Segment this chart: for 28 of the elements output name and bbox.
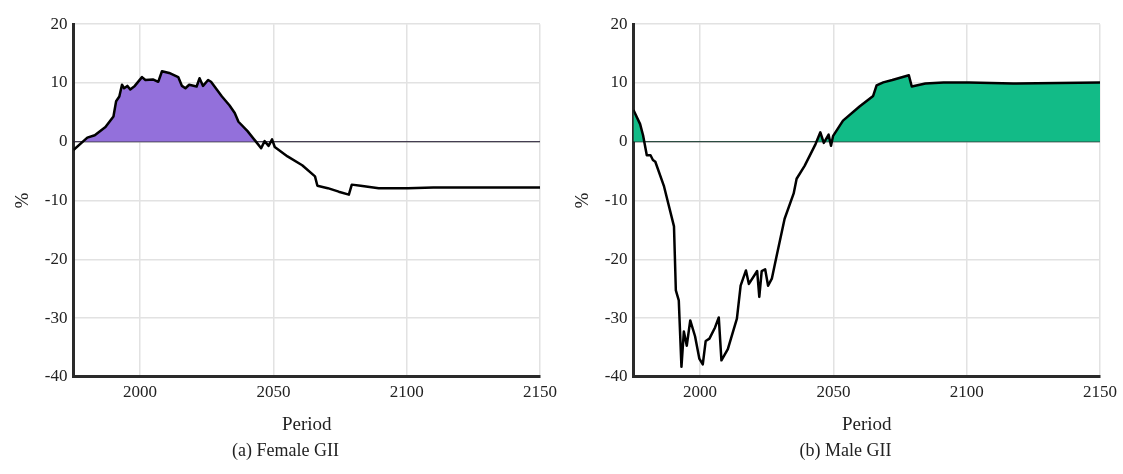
- text: (b) Male GII: [798, 440, 893, 461]
- y-tick-label: 0: [58, 131, 68, 151]
- y-tick-label: -20: [604, 248, 628, 268]
- x-tick-label: 2050: [256, 382, 291, 402]
- x-tick-label: 2000: [123, 382, 158, 402]
- y-tick-label: -20: [44, 248, 68, 268]
- x-tick-label: 2100: [389, 382, 424, 402]
- x-tick-label: 2150: [1083, 382, 1117, 402]
- y-tick-label: 0: [618, 131, 628, 151]
- y-tick-label: -10: [44, 189, 68, 209]
- y-tick-label: -30: [44, 307, 68, 327]
- x-axis-title: Period: [281, 412, 333, 434]
- y-tick-label: -40: [44, 366, 68, 386]
- y-tick-label: 10: [610, 72, 628, 92]
- x-tick-label: 2100: [949, 382, 984, 402]
- x-tick-label: 2000: [683, 382, 718, 402]
- y-axis-title: %: [571, 192, 593, 209]
- x-tick-label: 2050: [816, 382, 851, 402]
- y-tick-label: 10: [50, 72, 68, 92]
- y-axis-title: %: [11, 192, 33, 209]
- x-tick-label: 2150: [523, 382, 557, 402]
- y-tick-label: -10: [604, 189, 628, 209]
- y-tick-label: 20: [610, 13, 628, 33]
- y-tick-label: -40: [604, 366, 628, 386]
- y-tick-label: 20: [50, 13, 68, 33]
- x-axis-title: Period: [841, 412, 893, 434]
- y-tick-label: -30: [604, 307, 628, 327]
- text: (a) Female GII: [231, 440, 340, 461]
